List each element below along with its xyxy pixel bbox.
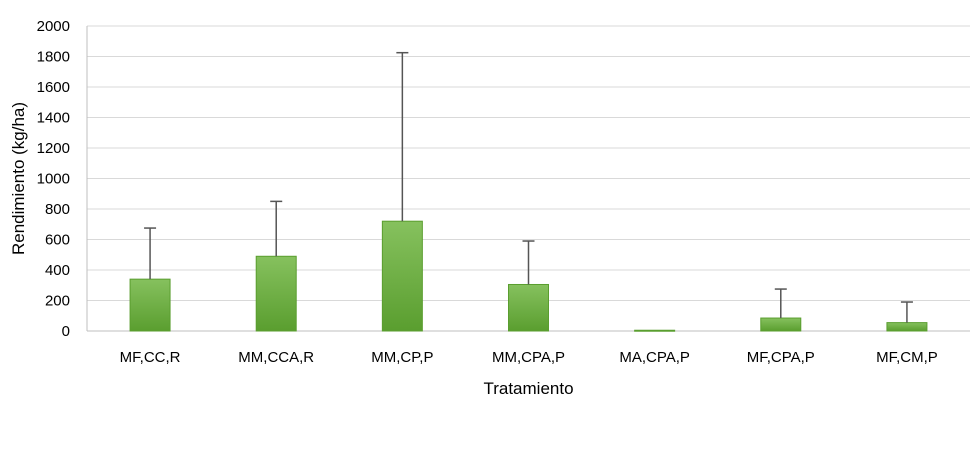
x-tick-label: MA,CPA,P <box>619 349 690 366</box>
bars <box>129 220 928 332</box>
gridlines <box>86 25 970 332</box>
y-tick-label: 0 <box>62 323 70 340</box>
x-tick-labels: MF,CC,R MM,CCA,R MM,CP,P MM,CPA,P MA,CPA,P MF… <box>120 349 938 366</box>
bar-0 <box>129 278 171 332</box>
x-tick-label: MM,CCA,R <box>238 349 314 366</box>
error-bars <box>144 51 913 323</box>
y-tick-labels: 0 200 400 600 800 1000 1200 1400 1600 1800 2000 <box>37 18 70 340</box>
bar-4 <box>634 329 676 332</box>
y-tick-label: 1400 <box>37 110 70 127</box>
bar-1 <box>255 255 297 332</box>
y-tick-label: 600 <box>45 232 70 249</box>
y-tick-label: 1600 <box>37 79 70 96</box>
x-tick-label: MF,CM,P <box>876 349 938 366</box>
y-tick-label: 400 <box>45 262 70 279</box>
y-tick-label: 200 <box>45 293 70 310</box>
bar-2 <box>381 220 423 332</box>
y-tick-label: 1200 <box>37 140 70 157</box>
y-tick-label: 1800 <box>37 49 70 66</box>
y-tick-label: 800 <box>45 201 70 218</box>
x-tick-label: MF,CPA,P <box>747 349 815 366</box>
x-tick-label: MM,CP,P <box>371 349 433 366</box>
bar-3 <box>508 283 549 332</box>
y-axis-title: Rendimiento (kg/ha) <box>9 102 28 255</box>
bar-6 <box>886 322 928 332</box>
y-tick-label: 1000 <box>37 171 70 188</box>
y-tick-label: 2000 <box>37 18 70 35</box>
x-tick-label: MF,CC,R <box>120 349 181 366</box>
bar-5 <box>760 317 802 332</box>
x-tick-label: MM,CPA,P <box>492 349 565 366</box>
x-axis-title: Tratamiento <box>483 379 573 398</box>
